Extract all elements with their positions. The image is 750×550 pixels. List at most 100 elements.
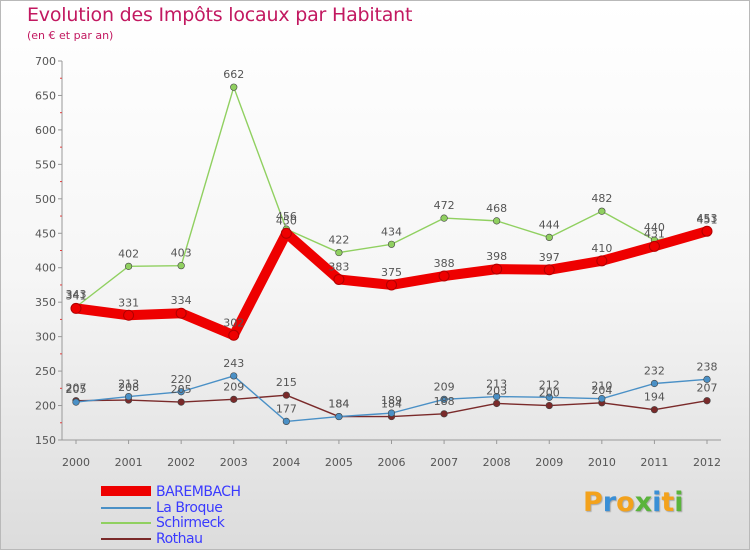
logo-letter: x xyxy=(634,487,653,518)
logo-letter: r xyxy=(602,487,617,518)
data-point-rothau xyxy=(650,406,659,414)
x-tick-label: 2010 xyxy=(588,456,616,469)
data-label-barembach: 453 xyxy=(697,212,718,225)
data-label-barembach: 331 xyxy=(118,296,139,309)
data-label-schirmeck: 434 xyxy=(381,225,402,238)
data-label-rothau: 200 xyxy=(539,387,560,400)
data-label-la-broque: 189 xyxy=(381,394,402,407)
data-point-barembach xyxy=(333,273,345,285)
y-tick-label: 400 xyxy=(35,262,56,275)
data-point-rothau xyxy=(177,398,185,406)
data-point-la-broque xyxy=(282,417,290,425)
data-label-schirmeck: 444 xyxy=(539,218,560,231)
data-point-la-broque xyxy=(650,379,659,388)
logo-letter: P xyxy=(583,487,603,518)
data-point-rothau xyxy=(545,401,553,410)
data-label-rothau: 204 xyxy=(591,384,612,397)
data-point-schirmeck xyxy=(335,248,343,257)
y-tick-label: 550 xyxy=(35,158,56,171)
data-label-schirmeck: 403 xyxy=(171,247,192,260)
legend-swatch-barembach xyxy=(101,486,151,496)
data-label-rothau: 184 xyxy=(328,398,349,411)
proxiti-logo: Proxiti xyxy=(583,487,684,518)
data-label-barembach: 383 xyxy=(328,260,349,273)
data-point-schirmeck xyxy=(598,207,606,215)
legend-label-barembach: BAREMBACH xyxy=(156,484,241,500)
data-label-barembach: 398 xyxy=(486,250,507,263)
y-tick-label: 200 xyxy=(35,400,56,413)
data-point-la-broque xyxy=(177,388,185,396)
data-point-barembach xyxy=(175,307,187,319)
legend-label-la-broque: La Broque xyxy=(156,499,223,516)
data-point-la-broque xyxy=(493,392,501,401)
x-tick-label: 2007 xyxy=(430,456,458,469)
data-label-barembach: 388 xyxy=(434,257,455,270)
data-point-barembach xyxy=(123,309,135,321)
data-point-barembach xyxy=(280,227,292,239)
data-label-rothau: 209 xyxy=(223,380,244,393)
data-label-la-broque: 184 xyxy=(328,398,349,411)
x-tick-label: 2004 xyxy=(272,456,300,469)
data-point-la-broque xyxy=(387,409,396,417)
data-point-la-broque xyxy=(545,393,553,401)
data-label-schirmeck: 662 xyxy=(223,68,244,81)
data-label-schirmeck: 468 xyxy=(486,202,507,215)
data-point-la-broque xyxy=(124,392,133,401)
data-label-la-broque: 177 xyxy=(276,402,297,415)
data-label-la-broque: 210 xyxy=(591,380,612,393)
data-point-barembach xyxy=(701,225,713,237)
data-label-schirmeck: 482 xyxy=(591,192,612,205)
data-point-schirmeck xyxy=(124,262,133,270)
legend-swatch-schirmeck xyxy=(101,522,151,524)
y-tick-label: 650 xyxy=(35,89,56,102)
data-label-rothau: 188 xyxy=(434,395,455,408)
x-tick-label: 2005 xyxy=(325,456,353,469)
data-label-rothau: 208 xyxy=(118,381,139,394)
data-label-rothau: 207 xyxy=(66,382,87,395)
data-label-la-broque: 213 xyxy=(118,378,139,391)
data-point-schirmeck xyxy=(387,240,396,248)
data-label-barembach: 410 xyxy=(591,242,612,255)
data-point-la-broque xyxy=(72,398,80,406)
logo-letter: t xyxy=(661,487,675,518)
x-tick-label: 2001 xyxy=(115,456,143,469)
logo-letter: i xyxy=(674,487,684,518)
data-point-barembach xyxy=(491,263,503,275)
data-point-rothau xyxy=(230,395,238,403)
data-label-la-broque: 212 xyxy=(539,378,560,391)
data-label-rothau: 207 xyxy=(697,382,718,395)
data-point-schirmeck xyxy=(440,214,448,222)
chart-title: Evolution des Impôts locaux par Habitant xyxy=(27,4,413,26)
data-label-rothau: 203 xyxy=(486,384,507,397)
x-tick-label: 2012 xyxy=(693,456,721,469)
x-tick-label: 2006 xyxy=(378,456,406,469)
data-point-barembach xyxy=(543,264,555,276)
data-label-la-broque: 243 xyxy=(223,357,244,370)
y-tick-label: 500 xyxy=(35,193,56,206)
x-tick-label: 2000 xyxy=(62,456,90,469)
data-label-schirmeck: 422 xyxy=(328,234,349,247)
chart-subtitle: (en € et par an) xyxy=(27,29,114,42)
data-label-barembach: 302 xyxy=(223,316,244,329)
x-tick-label: 2011 xyxy=(640,456,668,469)
data-label-la-broque: 213 xyxy=(486,378,507,391)
legend-swatch-rothau xyxy=(101,537,151,540)
data-label-barembach: 375 xyxy=(381,266,402,279)
data-point-schirmeck xyxy=(493,217,501,225)
data-label-la-broque: 238 xyxy=(697,360,718,373)
data-point-schirmeck xyxy=(177,262,185,270)
data-point-la-broque xyxy=(703,375,711,383)
data-label-la-broque: 220 xyxy=(171,373,192,386)
legend-swatch-la-broque xyxy=(101,506,151,509)
logo-letter: o xyxy=(616,487,635,518)
data-label-schirmeck: 472 xyxy=(434,199,455,212)
y-tick-label: 300 xyxy=(35,331,56,344)
data-point-la-broque xyxy=(335,412,343,421)
data-point-barembach xyxy=(386,279,397,291)
data-label-la-broque: 205 xyxy=(66,383,87,396)
data-point-la-broque xyxy=(440,395,448,403)
data-point-rothau xyxy=(440,410,448,418)
y-tick-label: 600 xyxy=(35,124,56,137)
